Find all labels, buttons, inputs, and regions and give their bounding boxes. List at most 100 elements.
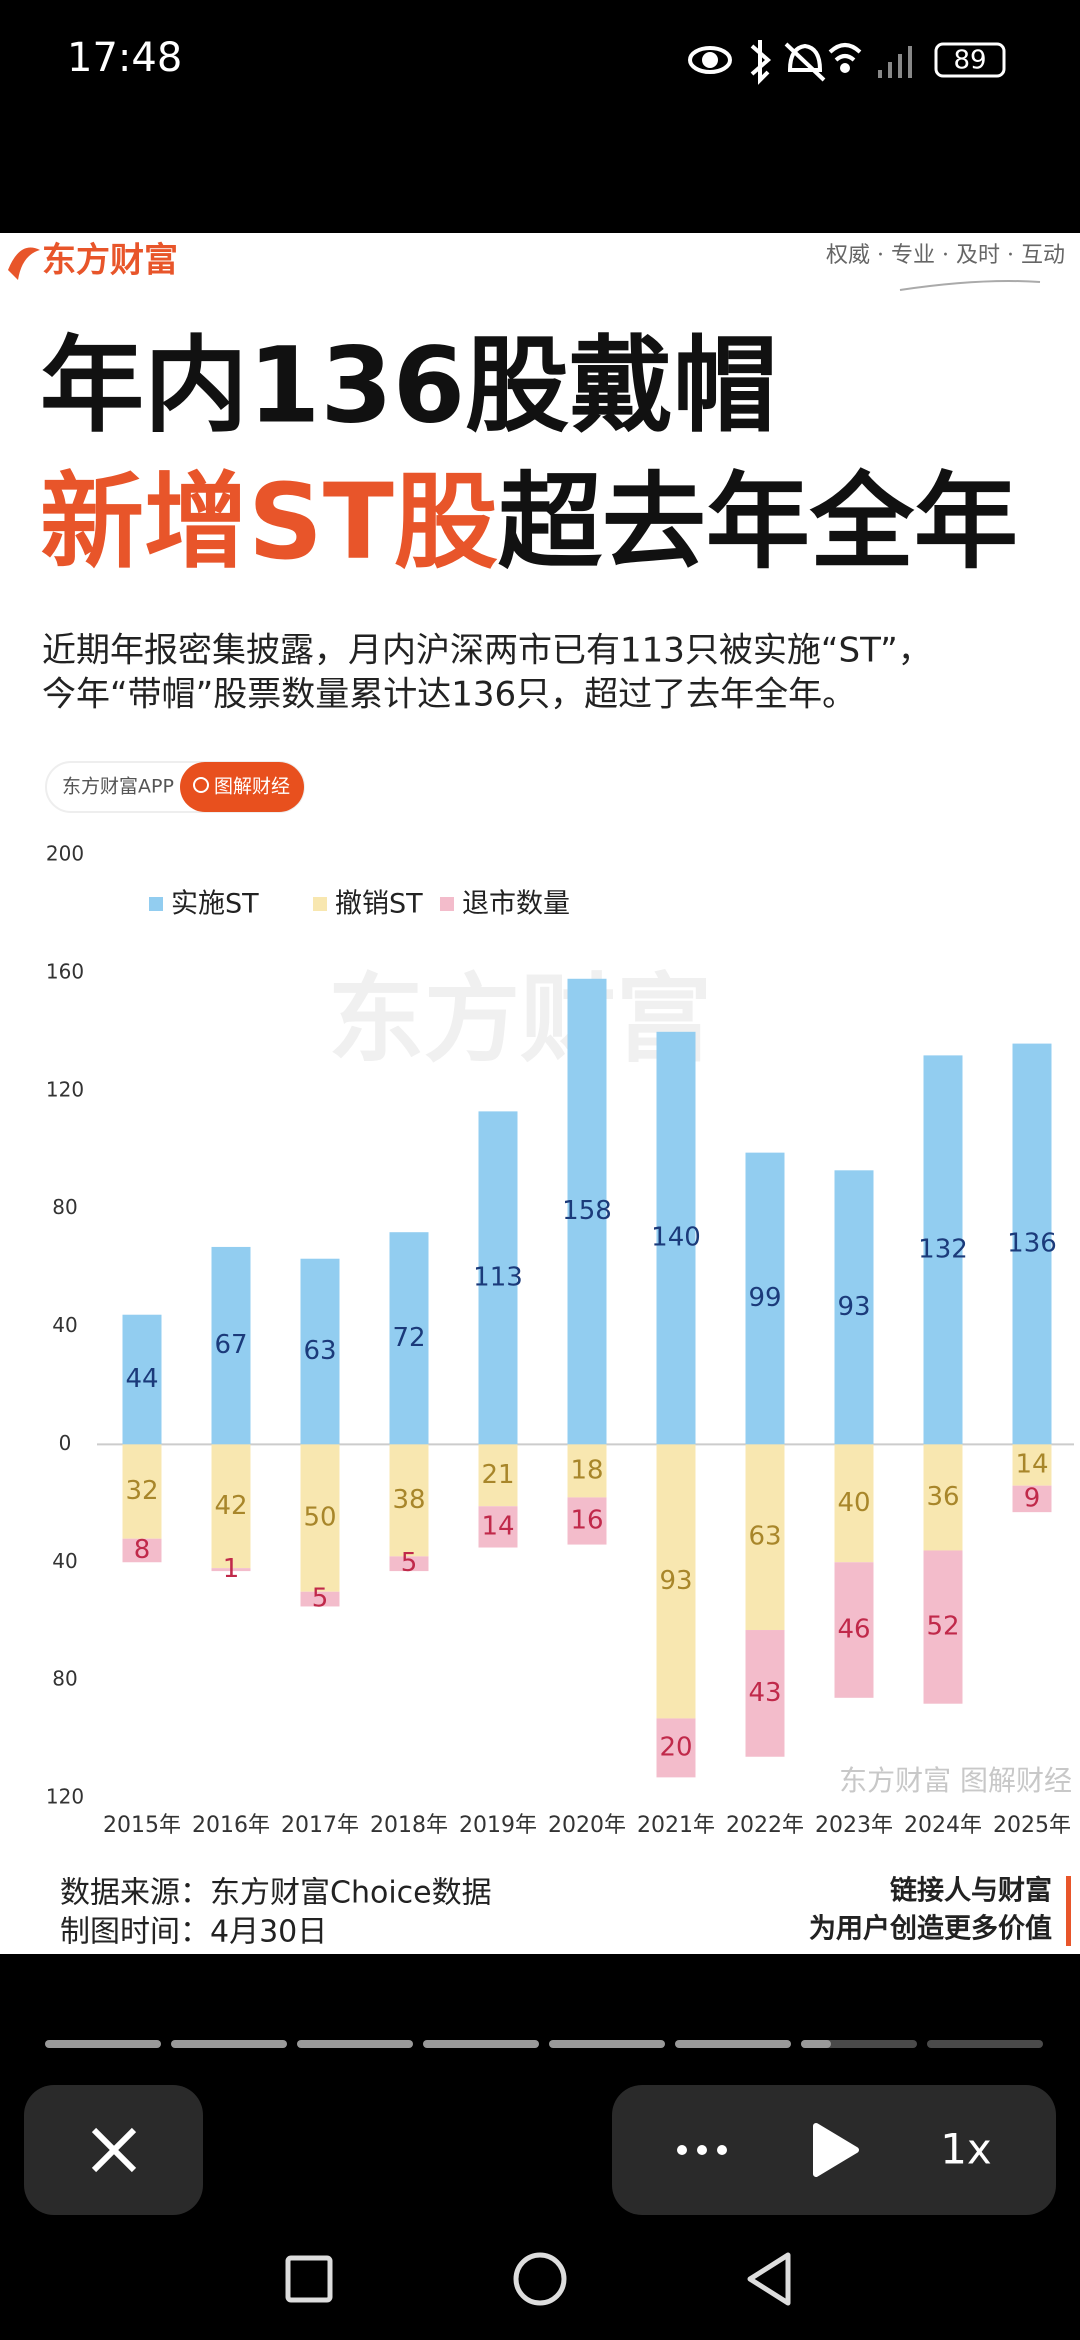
legend-label: 实施ST	[171, 889, 259, 920]
data-label: 20	[659, 1732, 692, 1762]
data-label: 16	[570, 1505, 603, 1535]
data-label: 46	[837, 1615, 870, 1645]
x-tick-label: 2017年	[281, 1813, 359, 1838]
bar	[389, 1232, 429, 1445]
data-label: 38	[392, 1485, 425, 1515]
progress-fill	[801, 2040, 831, 2048]
y-tick-label: 200	[46, 842, 84, 866]
status-time: 17:48	[67, 35, 182, 81]
footer-slogan: 链接人与财富	[890, 1875, 1052, 1907]
title-line-1: 年内136股戴帽	[40, 324, 777, 446]
logo-icon	[8, 247, 40, 280]
progress-bar	[45, 2040, 1043, 2048]
bar	[389, 1556, 429, 1572]
description-line: 今年“带帽”股票数量累计达136只，超过了去年全年。	[42, 675, 856, 715]
bar	[300, 1258, 340, 1445]
data-label: 158	[562, 1196, 612, 1226]
status-icons	[688, 40, 1006, 85]
speed-button[interactable]: 1x	[940, 2125, 992, 2174]
bar	[389, 1444, 429, 1557]
legend-label: 退市数量	[462, 889, 570, 920]
bar	[211, 1246, 251, 1445]
nav-back[interactable]	[747, 2252, 791, 2306]
nav-home[interactable]	[513, 2252, 567, 2306]
badge-tag-bg	[180, 762, 304, 812]
footer-slogan: 为用户创造更多价值	[809, 1913, 1052, 1945]
data-label: 63	[748, 1522, 781, 1552]
x-tick-label: 2023年	[815, 1813, 893, 1838]
data-label: 18	[570, 1455, 603, 1485]
logo-text: 东方财富	[42, 241, 178, 281]
search-icon	[193, 777, 209, 793]
data-label: 14	[481, 1511, 514, 1541]
y-tick-label: 120	[46, 1077, 84, 1101]
y-tick-label: 120	[46, 1785, 84, 1809]
data-label: 5	[312, 1584, 329, 1614]
description-line: 近期年报密集披露，月内沪深两市已有113只被实施“ST”，	[42, 631, 932, 671]
x-tick-label: 2022年	[726, 1813, 804, 1838]
data-label: 8	[134, 1535, 151, 1565]
bar	[478, 1444, 518, 1507]
data-label: 9	[1024, 1483, 1041, 1513]
bar	[478, 1506, 518, 1548]
data-label: 44	[125, 1364, 158, 1394]
infographic	[0, 233, 1080, 1954]
slogan-stroke	[899, 280, 1041, 291]
y-tick-label: 40	[52, 1313, 77, 1337]
footer-date: 制图时间：4月30日	[60, 1915, 327, 1950]
more-button[interactable]	[677, 2145, 727, 2155]
data-label: 52	[926, 1612, 959, 1642]
bar	[656, 1031, 696, 1445]
bar	[567, 1497, 607, 1545]
play-button[interactable]	[813, 2123, 859, 2177]
data-label: 67	[214, 1330, 247, 1360]
bar	[745, 1444, 785, 1631]
battery-level: 89	[953, 46, 986, 76]
data-label: 99	[748, 1283, 781, 1313]
y-tick-label: 80	[52, 1195, 77, 1219]
bar	[122, 1314, 162, 1445]
y-tick-label: 40	[52, 1549, 77, 1573]
bar	[923, 1550, 963, 1704]
bar	[834, 1444, 874, 1563]
bar	[567, 978, 607, 1445]
legend-swatch	[149, 897, 163, 911]
x-tick-label: 2018年	[370, 1813, 448, 1838]
data-label: 36	[926, 1482, 959, 1512]
bar	[478, 1111, 518, 1445]
bar	[834, 1170, 874, 1445]
progress-segment	[171, 2040, 287, 2048]
x-tick-label: 2021年	[637, 1813, 715, 1838]
data-label: 132	[918, 1234, 968, 1264]
x-tick-label: 2020年	[548, 1813, 626, 1838]
nav-recent[interactable]	[285, 2255, 333, 2303]
nav-bar	[285, 2252, 791, 2306]
data-label: 5	[401, 1548, 418, 1578]
bar	[834, 1562, 874, 1698]
y-tick-label: 160	[46, 959, 84, 983]
data-label: 1	[223, 1554, 240, 1584]
progress-segment	[297, 2040, 413, 2048]
legend-swatch	[313, 897, 327, 911]
x-tick-label: 2024年	[904, 1813, 982, 1838]
legend-label: 撤销ST	[335, 889, 423, 920]
data-label: 50	[303, 1503, 336, 1533]
bar	[122, 1444, 162, 1539]
bar	[1012, 1043, 1052, 1445]
y-tick-label: 80	[52, 1667, 77, 1691]
data-label: 93	[837, 1292, 870, 1322]
progress-segment	[927, 2040, 1043, 2048]
bar	[656, 1718, 696, 1778]
bar	[1012, 1485, 1052, 1513]
progress-segment	[45, 2040, 161, 2048]
data-label: 14	[1015, 1450, 1048, 1480]
bar	[745, 1152, 785, 1445]
y-tick-label: 0	[59, 1431, 72, 1455]
bar	[745, 1630, 785, 1757]
bar	[923, 1444, 963, 1551]
data-label: 136	[1007, 1228, 1057, 1258]
bar	[567, 1444, 607, 1498]
watermark-corner: 东方财富 图解财经	[839, 1764, 1072, 1797]
legend-swatch	[440, 897, 454, 911]
